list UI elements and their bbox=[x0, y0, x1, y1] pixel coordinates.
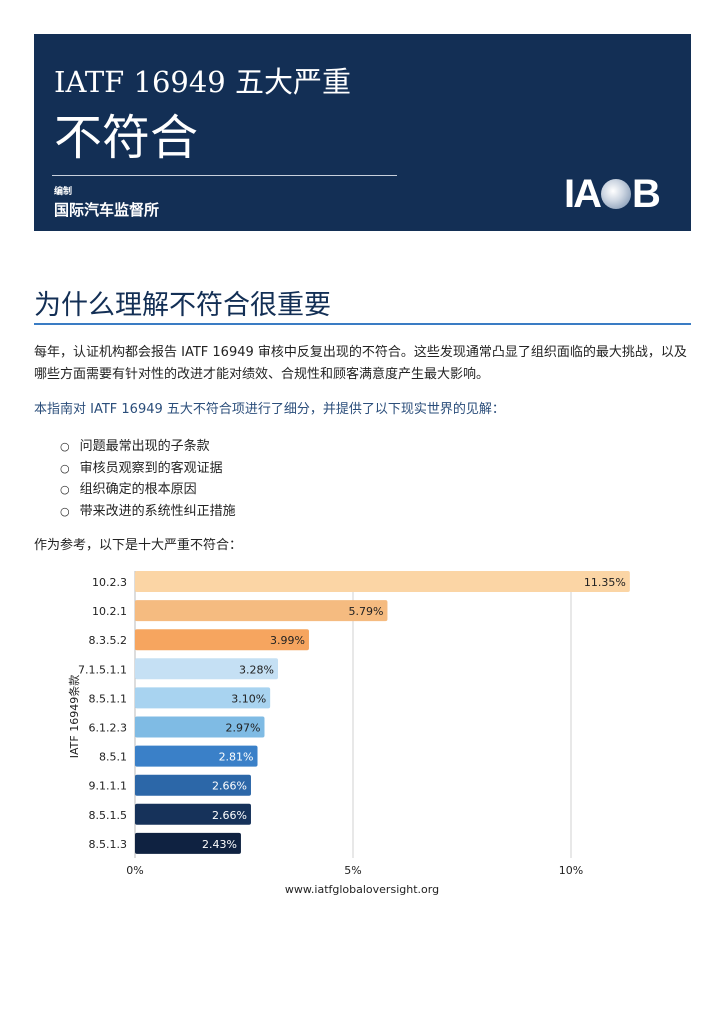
intro-paragraph: 每年，认证机构都会报告 IATF 16949 审核中反复出现的不符合。这些发现通… bbox=[34, 345, 687, 382]
category-label: 8.5.1 bbox=[99, 751, 127, 764]
category-label: 10.2.1 bbox=[92, 605, 127, 618]
compiled-by-label: 编制 bbox=[54, 187, 73, 197]
iaob-logo: IA B bbox=[564, 172, 661, 216]
bar bbox=[135, 774, 251, 796]
list-item: 问题最常出现的子条款 bbox=[60, 436, 236, 458]
data-label: 5.79% bbox=[348, 605, 383, 618]
title-line2: 不符合 bbox=[54, 110, 199, 166]
list-item: 组织确定的根本原因 bbox=[60, 479, 236, 501]
category-label: 8.3.5.2 bbox=[89, 634, 127, 647]
list-item: 审核员观察到的客观证据 bbox=[60, 458, 236, 480]
data-label: 2.97% bbox=[226, 722, 261, 735]
category-label: 8.5.1.3 bbox=[89, 838, 127, 851]
data-label: 3.99% bbox=[270, 634, 305, 647]
bar bbox=[135, 571, 630, 592]
data-label: 3.10% bbox=[231, 692, 266, 705]
bar bbox=[135, 803, 251, 825]
category-label: 6.1.2.3 bbox=[89, 722, 127, 735]
heading-rule bbox=[34, 323, 691, 325]
divider bbox=[52, 175, 397, 176]
section-heading: 为什么理解不符合很重要 bbox=[34, 290, 331, 321]
bar bbox=[135, 629, 309, 651]
category-label: 9.1.1.1 bbox=[89, 780, 127, 793]
x-tick-label: 10% bbox=[559, 864, 583, 877]
bar bbox=[135, 716, 265, 738]
bar bbox=[135, 600, 388, 622]
data-label: 2.66% bbox=[212, 809, 247, 822]
y-axis-title: IATF 16949条款 bbox=[67, 675, 81, 758]
bar bbox=[135, 745, 258, 767]
data-label: 2.81% bbox=[219, 751, 254, 764]
data-label: 3.28% bbox=[239, 663, 274, 676]
category-label: 7.1.5.1.1 bbox=[78, 663, 127, 676]
title-line1: IATF 16949 五大严重 bbox=[54, 65, 351, 99]
bullet-list: 问题最常出现的子条款 审核员观察到的客观证据 组织确定的根本原因 带来改进的系统… bbox=[60, 436, 236, 522]
bar bbox=[135, 687, 271, 709]
guide-paragraph: 本指南对 IATF 16949 五大不符合项进行了细分，并提供了以下现实世界的见… bbox=[34, 402, 505, 417]
data-label: 2.43% bbox=[202, 838, 237, 851]
category-label: 8.5.1.1 bbox=[89, 692, 127, 705]
list-item: 带来改进的系统性纠正措施 bbox=[60, 501, 236, 523]
category-label: 8.5.1.5 bbox=[89, 809, 127, 822]
header-banner: IATF 16949 五大严重 不符合 编制 国际汽车监督所 IA B bbox=[34, 34, 691, 231]
category-label: 10.2.3 bbox=[92, 576, 127, 589]
data-label: 2.66% bbox=[212, 780, 247, 793]
x-tick-label: 5% bbox=[344, 864, 361, 877]
bar bbox=[135, 832, 241, 854]
globe-icon bbox=[601, 179, 631, 209]
x-tick-label: 0% bbox=[126, 864, 143, 877]
data-label: 11.35% bbox=[584, 576, 626, 589]
reference-paragraph: 作为参考，以下是十大严重不符合： bbox=[34, 538, 243, 553]
organization-name: 国际汽车监督所 bbox=[54, 201, 160, 219]
bar bbox=[135, 658, 279, 680]
source-url: www.iatfglobaloversight.org bbox=[285, 883, 439, 896]
